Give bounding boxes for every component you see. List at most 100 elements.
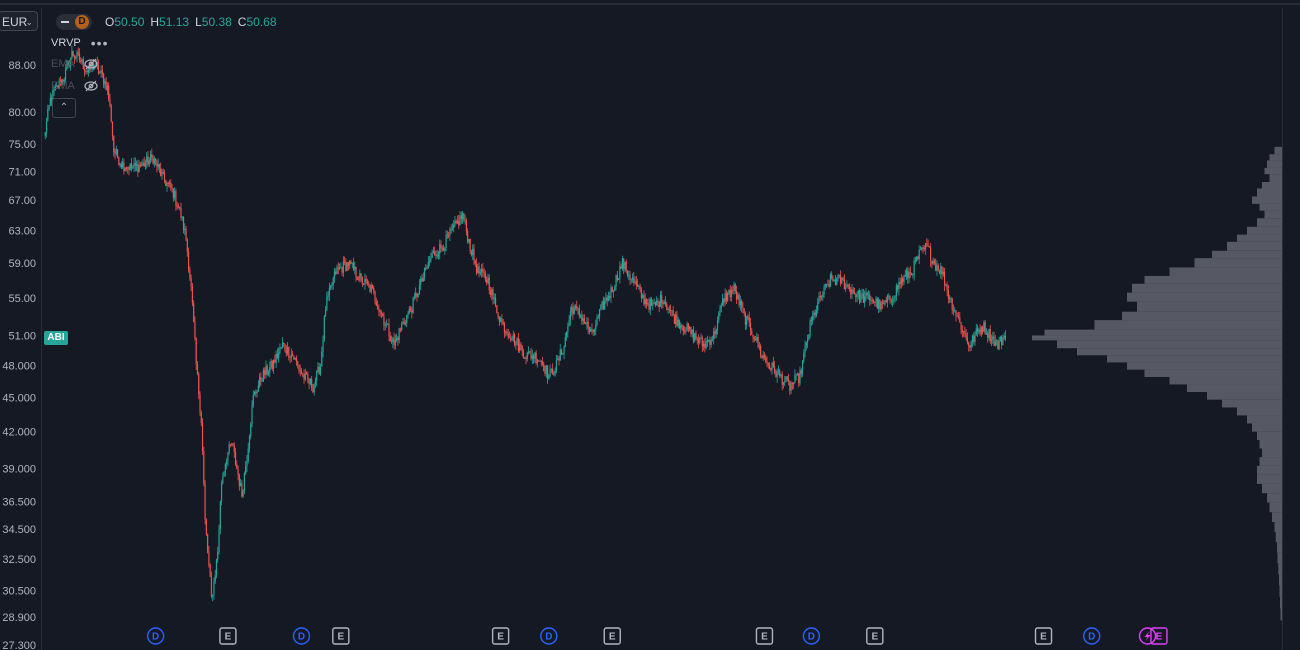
more-options-icon[interactable]: ••• <box>90 35 109 51</box>
eye-hidden-icon[interactable] <box>83 78 99 94</box>
candle <box>539 359 541 362</box>
candle <box>847 283 849 290</box>
candle <box>337 262 339 275</box>
candle <box>124 166 126 172</box>
candle <box>813 310 815 321</box>
eye-hidden-icon[interactable] <box>83 56 99 72</box>
candle <box>609 291 611 301</box>
earnings-marker[interactable]: E <box>755 627 774 645</box>
candle <box>491 287 493 301</box>
candle <box>193 300 195 323</box>
candle <box>111 121 114 141</box>
candle <box>619 261 621 284</box>
candle <box>992 331 994 344</box>
indicator-ema-1[interactable]: EMA <box>51 54 99 74</box>
candle <box>548 373 550 381</box>
candle <box>198 371 200 400</box>
candle <box>181 216 183 222</box>
earnings-marker[interactable]: E <box>866 627 884 645</box>
candle <box>645 298 648 309</box>
candle <box>285 345 287 357</box>
candle <box>852 287 854 295</box>
candle <box>549 364 551 378</box>
dividend-marker[interactable]: D <box>292 627 311 645</box>
currency-selector[interactable]: EUR ⌄ <box>0 11 38 31</box>
candle <box>524 357 526 359</box>
candle <box>450 224 452 234</box>
candle <box>728 289 730 295</box>
candle <box>590 326 592 332</box>
candle <box>47 104 49 122</box>
high-label: H <box>150 15 160 29</box>
lightning-icon[interactable] <box>1138 627 1157 645</box>
volume-profile-bar <box>1137 301 1282 312</box>
candle <box>808 334 810 341</box>
candle <box>417 293 419 298</box>
candle <box>922 244 924 254</box>
svg-text:E: E <box>609 632 616 643</box>
earnings-marker[interactable]: E <box>332 627 350 645</box>
candle <box>738 292 740 308</box>
upcoming-earnings-marker[interactable]: E <box>1150 627 1168 645</box>
candle <box>983 320 985 332</box>
earnings-marker[interactable]: E <box>491 627 510 645</box>
candle <box>217 546 219 563</box>
candle <box>399 327 402 333</box>
candle <box>997 339 999 350</box>
candle <box>421 274 423 282</box>
candle <box>474 259 476 267</box>
volume-profile-bar <box>1274 522 1282 533</box>
candle <box>494 293 497 308</box>
candle <box>199 391 201 416</box>
candle <box>472 244 474 260</box>
candle <box>369 284 371 293</box>
candle <box>670 304 672 316</box>
dividend-marker[interactable]: D <box>1083 627 1101 645</box>
volume-profile-bar <box>1277 542 1282 553</box>
candle <box>966 332 969 345</box>
earnings-marker[interactable]: E <box>1034 627 1053 645</box>
candle <box>631 273 634 283</box>
candle <box>506 328 508 336</box>
candle <box>673 313 676 324</box>
candle <box>349 259 351 270</box>
candle <box>119 163 121 168</box>
candle <box>937 263 939 272</box>
candle <box>629 270 631 286</box>
dividend-marker[interactable]: D <box>540 627 558 645</box>
candle <box>947 285 949 304</box>
price-tick-label: 80.00 <box>8 107 36 119</box>
candle <box>791 381 793 390</box>
earnings-marker[interactable]: E <box>603 627 621 645</box>
candle <box>175 188 177 211</box>
indicator-ema-2[interactable]: EMA <box>51 76 99 96</box>
candle <box>624 261 626 272</box>
candle <box>932 257 934 266</box>
legend-toggle[interactable]: D <box>56 14 92 30</box>
candle <box>739 295 741 311</box>
candle <box>364 273 366 290</box>
candle <box>919 245 922 251</box>
candle <box>582 314 584 325</box>
candle <box>1002 334 1004 346</box>
earnings-marker[interactable]: E <box>219 627 237 645</box>
candle <box>312 384 314 393</box>
candle <box>587 317 589 335</box>
candle <box>247 442 249 464</box>
collapse-legend-button[interactable]: ⌃ <box>52 98 76 118</box>
candle <box>245 460 247 476</box>
dividend-marker[interactable]: D <box>146 627 165 645</box>
candle <box>130 158 133 172</box>
svg-text:E: E <box>761 632 768 643</box>
candle <box>295 355 298 366</box>
volume-profile-bar <box>1257 188 1282 197</box>
close-value: 50.68 <box>246 15 277 29</box>
candle <box>370 282 372 294</box>
dividend-marker[interactable]: D <box>802 627 821 645</box>
indicator-vrvp[interactable]: VRVP ••• <box>51 33 108 53</box>
candle <box>288 346 290 361</box>
price-tick-label: 48.000 <box>2 360 36 372</box>
candle <box>841 277 843 285</box>
